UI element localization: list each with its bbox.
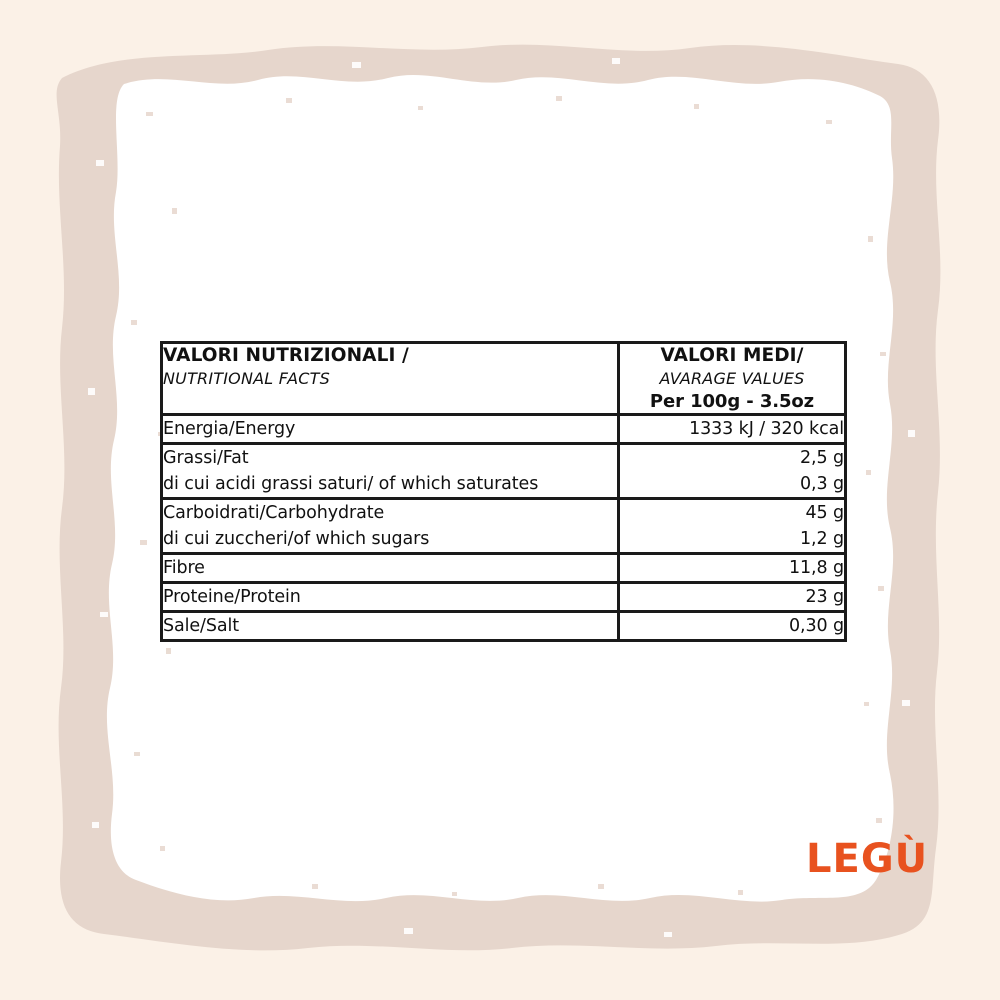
row-label: Grassi/Fat	[163, 448, 249, 468]
table-row: Fibre 11,8 g	[160, 552, 847, 583]
row-sub-label: di cui acidi grassi saturi/ of which sat…	[163, 474, 539, 494]
row-value: 0,30 g	[618, 610, 847, 642]
table-row: Sale/Salt 0,30 g	[160, 610, 847, 642]
header-serving-size: Per 100g - 3.5oz	[649, 391, 815, 412]
row-label: Fibre	[160, 552, 620, 583]
row-label: Energia/Energy	[160, 413, 620, 444]
row-value: 2,5 g	[799, 448, 844, 468]
table-row: Energia/Energy 1333 kJ / 320 kcal	[160, 413, 847, 444]
table-row: Proteine/Protein 23 g	[160, 581, 847, 612]
header-right-title: VALORI MEDI/	[660, 345, 804, 366]
row-label-group: Carboidrati/Carbohydrate di cui zuccheri…	[160, 497, 620, 554]
row-value-group: 45 g 1,2 g	[618, 497, 847, 554]
brand-logo: LEGÙ	[806, 836, 929, 882]
header-left-subtitle: NUTRITIONAL FACTS	[163, 369, 331, 388]
nutrition-facts-table: VALORI NUTRIZIONALI / NUTRITIONAL FACTS …	[160, 341, 847, 642]
row-value: 11,8 g	[618, 552, 847, 583]
row-label: Sale/Salt	[160, 610, 620, 642]
header-left-cell: VALORI NUTRIZIONALI / NUTRITIONAL FACTS	[160, 341, 620, 415]
row-sub-value: 0,3 g	[799, 474, 844, 494]
header-right-cell: VALORI MEDI/ AVARAGE VALUES Per 100g - 3…	[618, 341, 847, 415]
table-row: Grassi/Fat di cui acidi grassi saturi/ o…	[160, 442, 847, 499]
row-value: 23 g	[618, 581, 847, 612]
row-value: 45 g	[805, 503, 844, 523]
table-row: Carboidrati/Carbohydrate di cui zuccheri…	[160, 497, 847, 554]
header-left-title: VALORI NUTRIZIONALI /	[163, 345, 409, 366]
row-sub-label: di cui zuccheri/of which sugars	[163, 529, 430, 549]
table-header-row: VALORI NUTRIZIONALI / NUTRITIONAL FACTS …	[160, 341, 847, 415]
row-value-group: 2,5 g 0,3 g	[618, 442, 847, 499]
header-right-subtitle: AVARAGE VALUES	[659, 369, 805, 388]
row-sub-value: 1,2 g	[799, 529, 844, 549]
row-value: 1333 kJ / 320 kcal	[618, 413, 847, 444]
nutrition-facts-table-container: VALORI NUTRIZIONALI / NUTRITIONAL FACTS …	[160, 341, 847, 642]
row-label-group: Grassi/Fat di cui acidi grassi saturi/ o…	[160, 442, 620, 499]
row-label: Carboidrati/Carbohydrate	[163, 503, 385, 523]
row-label: Proteine/Protein	[160, 581, 620, 612]
